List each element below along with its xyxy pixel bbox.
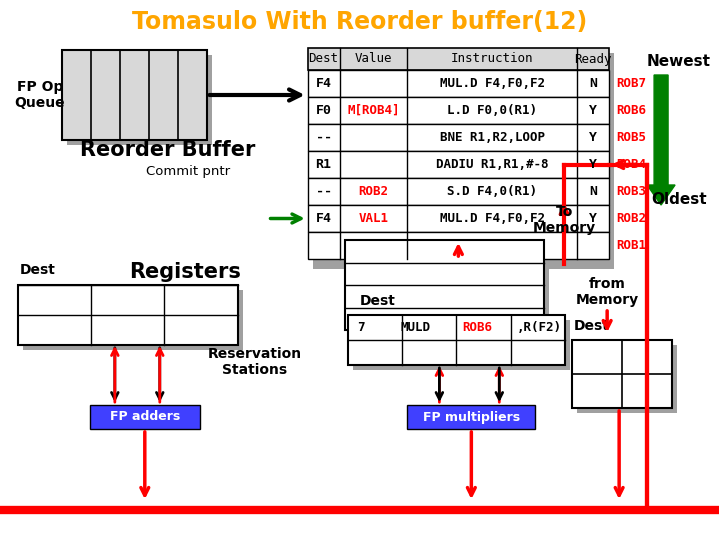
- Bar: [348, 315, 565, 365]
- Text: ROB2: ROB2: [616, 212, 646, 225]
- Bar: [572, 340, 672, 408]
- Bar: [353, 320, 570, 370]
- Text: ROB6: ROB6: [616, 104, 646, 117]
- Bar: [307, 151, 609, 178]
- Text: FP adders: FP adders: [109, 410, 180, 423]
- Text: Ready: Ready: [575, 52, 612, 65]
- FancyArrow shape: [647, 75, 675, 205]
- Bar: [23, 290, 243, 350]
- Bar: [18, 285, 238, 345]
- Text: To
Memory: To Memory: [533, 205, 595, 235]
- Text: ROB1: ROB1: [616, 239, 646, 252]
- Text: Instruction: Instruction: [451, 52, 534, 65]
- Text: Dest: Dest: [20, 263, 56, 277]
- Text: Y: Y: [589, 158, 597, 171]
- Bar: [307, 178, 609, 205]
- Bar: [307, 97, 609, 124]
- Bar: [307, 232, 609, 259]
- Text: Dest: Dest: [359, 294, 395, 308]
- Text: M[ROB4]: M[ROB4]: [347, 104, 400, 117]
- Text: ROB4: ROB4: [616, 158, 646, 171]
- Bar: [90, 405, 199, 429]
- Text: VAL1: VAL1: [359, 212, 389, 225]
- Text: ROB2: ROB2: [359, 185, 389, 198]
- Text: Reservation
Stations: Reservation Stations: [207, 347, 302, 377]
- Text: FP multipliers: FP multipliers: [423, 410, 520, 423]
- Text: --: --: [315, 131, 331, 144]
- Text: Commit pntr: Commit pntr: [145, 165, 230, 179]
- Text: ROB5: ROB5: [616, 131, 646, 144]
- Text: 7: 7: [356, 321, 364, 334]
- Text: N: N: [589, 185, 597, 198]
- Text: L.D F0,0(R1): L.D F0,0(R1): [447, 104, 537, 117]
- Text: ,R(F2): ,R(F2): [517, 321, 562, 334]
- Bar: [408, 405, 535, 429]
- Text: Reorder Buffer: Reorder Buffer: [80, 140, 256, 160]
- Text: Tomasulo With Reorder buffer(12): Tomasulo With Reorder buffer(12): [132, 10, 587, 34]
- Text: Oldest: Oldest: [652, 192, 707, 207]
- Text: MUL.D F4,F0,F2: MUL.D F4,F0,F2: [440, 77, 545, 90]
- Text: Dest: Dest: [309, 52, 338, 65]
- Text: F4: F4: [315, 212, 331, 225]
- Text: N: N: [589, 77, 597, 90]
- Bar: [349, 245, 549, 335]
- Text: R1: R1: [315, 158, 331, 171]
- Text: from
Memory: from Memory: [575, 277, 639, 307]
- Text: MULD: MULD: [400, 321, 431, 334]
- Bar: [577, 345, 677, 413]
- Text: MUL.D F4,F0,F2: MUL.D F4,F0,F2: [440, 212, 545, 225]
- Bar: [345, 240, 544, 330]
- Text: ROB6: ROB6: [462, 321, 492, 334]
- Text: --: --: [315, 185, 331, 198]
- Bar: [307, 48, 609, 70]
- Text: Registers: Registers: [129, 262, 240, 282]
- Text: Y: Y: [589, 104, 597, 117]
- Bar: [67, 55, 212, 145]
- Text: FP Op
Queue: FP Op Queue: [14, 80, 66, 110]
- Text: F4: F4: [315, 77, 331, 90]
- Bar: [307, 205, 609, 232]
- Bar: [62, 50, 207, 140]
- Text: ROB3: ROB3: [616, 185, 646, 198]
- Bar: [307, 124, 609, 151]
- Bar: [307, 70, 609, 97]
- Text: F0: F0: [315, 104, 331, 117]
- Text: Y: Y: [589, 212, 597, 225]
- Bar: [312, 53, 614, 269]
- Text: Dest: Dest: [575, 319, 610, 333]
- Text: Newest: Newest: [647, 55, 711, 70]
- Text: ROB7: ROB7: [616, 77, 646, 90]
- Text: DADIU R1,R1,#-8: DADIU R1,R1,#-8: [436, 158, 549, 171]
- Text: BNE R1,R2,LOOP: BNE R1,R2,LOOP: [440, 131, 545, 144]
- Text: S.D F4,0(R1): S.D F4,0(R1): [447, 185, 537, 198]
- Text: Value: Value: [355, 52, 392, 65]
- Text: Y: Y: [589, 131, 597, 144]
